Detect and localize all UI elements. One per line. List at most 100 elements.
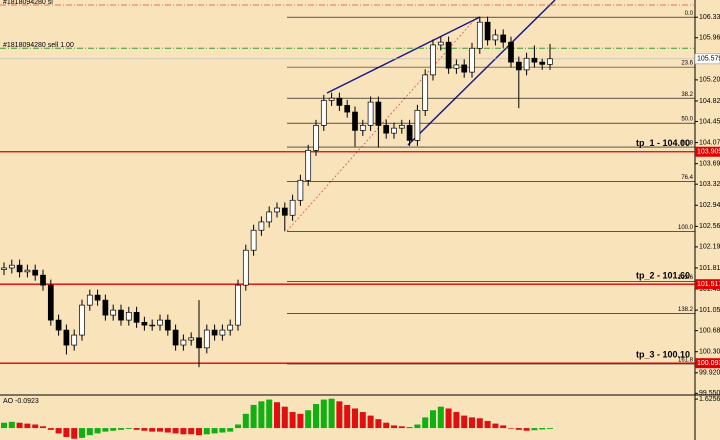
ao-bar <box>172 428 179 434</box>
candle-body <box>24 269 31 273</box>
candle-body <box>258 221 265 231</box>
candle-body <box>235 284 241 326</box>
tp-price-box <box>695 279 720 290</box>
ao-bar <box>430 410 436 429</box>
candle-body <box>453 64 460 69</box>
ao-bar <box>94 428 101 434</box>
candle-body <box>71 334 78 346</box>
candle-body <box>133 311 140 323</box>
y-tick-label: 102.940 <box>699 202 720 209</box>
candle-body <box>359 125 366 131</box>
ao-bar <box>86 428 93 436</box>
fib-level-label: 161.8 <box>678 358 694 364</box>
ao-bar <box>445 408 452 429</box>
fib-level-label: 38.2 <box>681 92 693 98</box>
ao-bar <box>211 428 218 434</box>
candle-body <box>102 299 109 316</box>
ao-bar <box>320 399 327 429</box>
ao-bar <box>461 415 468 429</box>
ao-bar <box>266 399 273 429</box>
ao-bar <box>157 428 163 432</box>
ao-bar <box>515 428 522 430</box>
y-tick-label: 103.690 <box>699 161 720 168</box>
tp-label: tp_1 - 104.00 <box>636 138 690 148</box>
y-tick-label: 100.680 <box>699 327 720 334</box>
ao-bar <box>359 412 366 429</box>
candle-body <box>55 319 62 331</box>
candle-body <box>328 97 335 101</box>
candle-body <box>406 125 413 141</box>
ao-bar <box>523 428 530 431</box>
y-tick-label: 102.190 <box>699 244 720 251</box>
candle-body <box>1 267 7 270</box>
candle-body <box>320 100 327 126</box>
candle-body <box>79 304 85 336</box>
ao-bar <box>47 428 54 430</box>
ao-bar <box>547 428 553 429</box>
indicator-title: AO -0.0923 <box>3 398 39 405</box>
candle-body <box>188 337 195 341</box>
candle-body <box>211 329 218 336</box>
fib-level-label: 123.6 <box>678 275 694 281</box>
ao-bar <box>63 428 70 437</box>
candle-body <box>515 61 522 71</box>
fib-level-label: 100.0 <box>678 225 694 231</box>
fib-level-label: 76.4 <box>681 175 693 181</box>
ao-bar <box>110 428 117 431</box>
ao-bar <box>125 428 132 429</box>
candle-body <box>47 284 54 321</box>
y-tick-label: 100.300 <box>699 349 720 356</box>
candle-body <box>344 105 351 113</box>
candle-body <box>63 329 70 346</box>
candle-body <box>383 125 390 134</box>
candle-body <box>281 207 288 216</box>
fib-trendline <box>286 17 477 232</box>
ao-bar <box>352 408 358 429</box>
ao-bar <box>305 410 312 429</box>
y-tick-label: 102.560 <box>699 223 720 230</box>
tp-label: tp_3 - 100.10 <box>636 350 690 360</box>
candle-body <box>141 321 148 326</box>
ao-bar <box>398 426 405 429</box>
ao-bar <box>492 423 499 429</box>
candle-body <box>430 44 436 76</box>
candle-body <box>180 339 187 346</box>
ao-bar <box>16 422 23 429</box>
candle-body <box>40 274 46 286</box>
order-label: #1818094280 sell 1.00 <box>3 42 74 49</box>
ao-bar <box>24 423 31 429</box>
ao-bar <box>118 428 124 430</box>
ao-bar <box>250 404 257 429</box>
ao-bar <box>164 428 171 433</box>
ao-bar <box>133 428 140 430</box>
candle-body <box>398 125 405 129</box>
fib-level-label: 50.0 <box>681 117 693 123</box>
wedge-upper <box>326 16 481 94</box>
ao-bar <box>406 427 413 429</box>
candle-body <box>476 21 483 49</box>
ao-bar <box>258 401 265 429</box>
candle-body <box>274 207 280 213</box>
fib-level-label: 0.0 <box>685 11 694 17</box>
candle-body <box>547 58 553 65</box>
candle-body <box>266 211 273 223</box>
candle-body <box>16 264 23 273</box>
candle-body <box>172 329 179 346</box>
candle-body <box>94 294 101 301</box>
y-tick-label: 106.330 <box>699 14 720 21</box>
candle-body <box>461 64 468 73</box>
ao-bar <box>203 428 210 435</box>
ao-bar <box>219 428 226 433</box>
candle-body <box>539 61 546 65</box>
candle-body <box>437 41 444 46</box>
candle-body <box>242 249 249 286</box>
ao-bar <box>328 398 335 429</box>
candle-body <box>523 57 530 71</box>
ao-bar <box>437 406 444 429</box>
ao-bar <box>500 425 507 429</box>
candle-body <box>203 329 210 349</box>
candle-body <box>164 319 171 331</box>
candle-body <box>508 41 514 63</box>
